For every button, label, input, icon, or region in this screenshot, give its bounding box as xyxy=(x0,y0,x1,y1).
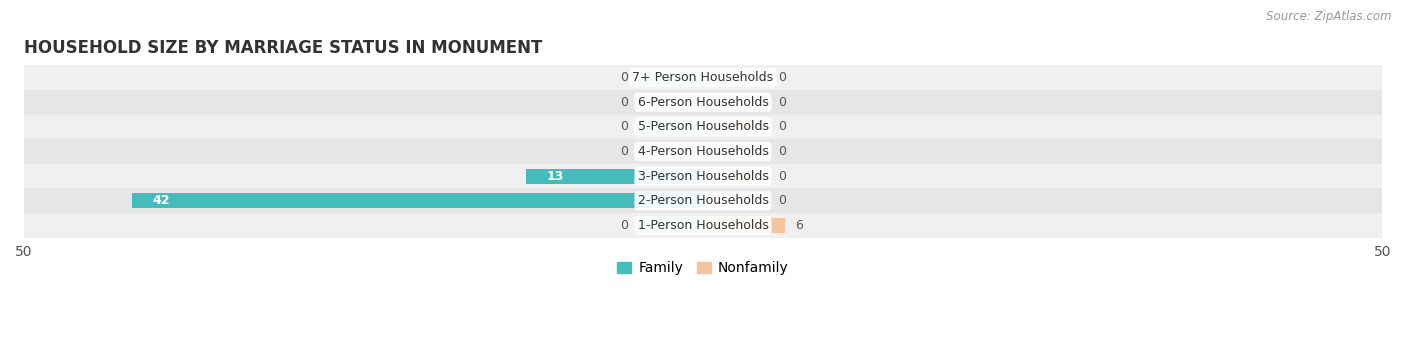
Bar xyxy=(24,189,1382,213)
Bar xyxy=(703,193,770,208)
Bar xyxy=(636,169,703,183)
Text: 1-Person Households: 1-Person Households xyxy=(637,219,769,232)
Text: 13: 13 xyxy=(547,169,564,183)
Bar xyxy=(132,193,703,208)
Bar xyxy=(24,213,1382,238)
Bar xyxy=(24,139,1382,164)
Bar xyxy=(703,95,770,109)
Bar xyxy=(636,70,703,85)
Bar xyxy=(636,193,703,208)
Text: 0: 0 xyxy=(620,120,628,133)
Text: 4-Person Households: 4-Person Households xyxy=(637,145,769,158)
Bar xyxy=(636,119,703,134)
Text: 0: 0 xyxy=(778,120,786,133)
Legend: Family, Nonfamily: Family, Nonfamily xyxy=(612,256,794,281)
Bar xyxy=(703,169,770,183)
Bar xyxy=(24,65,1382,90)
Bar xyxy=(24,164,1382,189)
Text: 6: 6 xyxy=(796,219,803,232)
Text: 0: 0 xyxy=(620,145,628,158)
Text: 0: 0 xyxy=(778,71,786,84)
Text: Source: ZipAtlas.com: Source: ZipAtlas.com xyxy=(1267,10,1392,23)
Text: 0: 0 xyxy=(778,145,786,158)
Text: 0: 0 xyxy=(620,71,628,84)
Bar xyxy=(24,115,1382,139)
Text: 0: 0 xyxy=(778,194,786,207)
Text: 0: 0 xyxy=(620,219,628,232)
Text: 42: 42 xyxy=(153,194,170,207)
Bar xyxy=(703,144,770,159)
Bar xyxy=(636,144,703,159)
Bar xyxy=(526,169,703,183)
Text: 2-Person Households: 2-Person Households xyxy=(637,194,769,207)
Bar xyxy=(636,218,703,233)
Bar xyxy=(703,70,770,85)
Bar xyxy=(703,119,770,134)
Text: 0: 0 xyxy=(778,96,786,109)
Bar xyxy=(703,218,770,233)
Text: HOUSEHOLD SIZE BY MARRIAGE STATUS IN MONUMENT: HOUSEHOLD SIZE BY MARRIAGE STATUS IN MON… xyxy=(24,39,543,57)
Bar xyxy=(636,95,703,109)
Text: 0: 0 xyxy=(620,96,628,109)
Bar xyxy=(24,90,1382,115)
Text: 3-Person Households: 3-Person Households xyxy=(637,169,769,183)
Text: 0: 0 xyxy=(778,169,786,183)
Bar xyxy=(703,218,785,233)
Text: 5-Person Households: 5-Person Households xyxy=(637,120,769,133)
Text: 7+ Person Households: 7+ Person Households xyxy=(633,71,773,84)
Text: 6-Person Households: 6-Person Households xyxy=(637,96,769,109)
